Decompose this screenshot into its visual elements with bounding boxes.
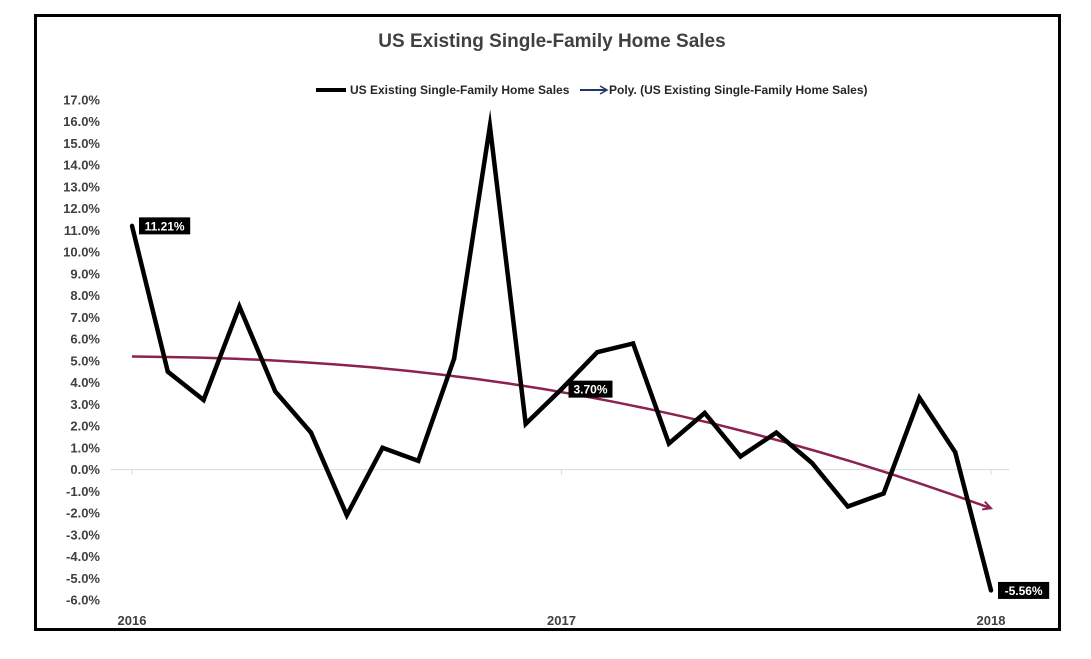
data-label-text: 3.70% [573,383,607,397]
y-tick-label: 10.0% [63,245,100,260]
y-tick-label: 17.0% [63,93,100,108]
data-point [917,395,922,401]
data-point [380,445,385,451]
legend-label-trendline: Poly. (US Existing Single-Family Home Sa… [609,83,868,97]
y-tick-label: 0.0% [70,462,100,477]
trendline-arrowhead [981,501,994,511]
data-label-text: 11.21% [145,219,185,233]
y-tick-label: 9.0% [70,266,100,281]
data-point [201,397,206,403]
data-point [487,123,493,129]
data-point [845,504,851,509]
y-tick-label: -1.0% [66,484,100,499]
y-tick-label: 14.0% [63,158,100,173]
data-point [881,491,886,496]
x-tick-label: 2018 [977,613,1006,628]
chart-title: US Existing Single-Family Home Sales [378,31,725,52]
chart-frame: US Existing Single-Family Home Sales US … [34,14,1061,631]
data-label-box [139,217,191,235]
data-point [344,513,349,518]
data-point [451,356,457,361]
data-label: 11.21% [139,217,191,235]
y-tick-label: 13.0% [63,179,100,194]
data-label: 3.70% [568,380,613,398]
y-tick-label: 3.0% [70,397,100,412]
data-point [809,460,815,466]
data-label: -5.56% [998,581,1050,599]
y-tick-label: 4.0% [70,375,100,390]
y-axis: -6.0% -5.0% -4.0% -3.0% -2.0% -1.0% 0.0% 1.0% 2.… [63,93,100,608]
legend-arrow-icon [599,85,609,95]
data-point [666,441,672,446]
data-label-text: -5.56% [1005,584,1043,598]
trendline-series [131,355,992,510]
data-label-box [568,380,613,398]
y-tick-label: 11.0% [64,223,101,238]
data-point [308,430,314,435]
y-tick-label: 16.0% [63,114,100,129]
data-point [774,430,779,435]
data-point [416,458,421,464]
data-label-box [998,581,1050,599]
y-tick-label: 5.0% [70,353,100,368]
y-tick-label: 8.0% [70,288,100,303]
data-point [988,588,994,593]
data-point [272,389,278,394]
x-tick-label: 2017 [547,613,576,628]
legend: US Existing Single-Family Home Sales Pol… [316,83,868,97]
data-point [523,421,528,427]
data-labels: 11.21% 3.70% -5.56% [139,217,1050,599]
x-axis: 2016 2017 2018 [111,469,1009,628]
line-chart: US Existing Single-Family Home Sales US … [63,31,1050,628]
x-tick-label: 2016 [118,613,147,628]
series-line-sales [129,109,994,591]
y-tick-label: -2.0% [66,506,100,521]
y-tick-label: 7.0% [70,310,100,325]
y-tick-label: -6.0% [66,593,100,608]
y-tick-label: -3.0% [66,527,100,542]
data-point [165,369,170,374]
data-point [630,341,636,346]
y-tick-label: 12.0% [63,201,100,216]
data-point [129,223,135,229]
y-tick-label: 15.0% [63,136,100,151]
data-point [595,349,600,355]
data-point [702,410,707,416]
data-point [237,304,242,309]
y-tick-label: -4.0% [66,549,100,564]
data-point [738,454,743,459]
y-tick-label: 1.0% [70,440,100,455]
legend-label-sales: US Existing Single-Family Home Sales [350,83,570,97]
data-point [559,386,564,392]
y-tick-label: 2.0% [70,419,100,434]
plot-area [129,109,994,593]
y-tick-label: 6.0% [70,332,100,347]
y-tick-label: -5.0% [66,571,100,586]
data-point [953,449,958,455]
